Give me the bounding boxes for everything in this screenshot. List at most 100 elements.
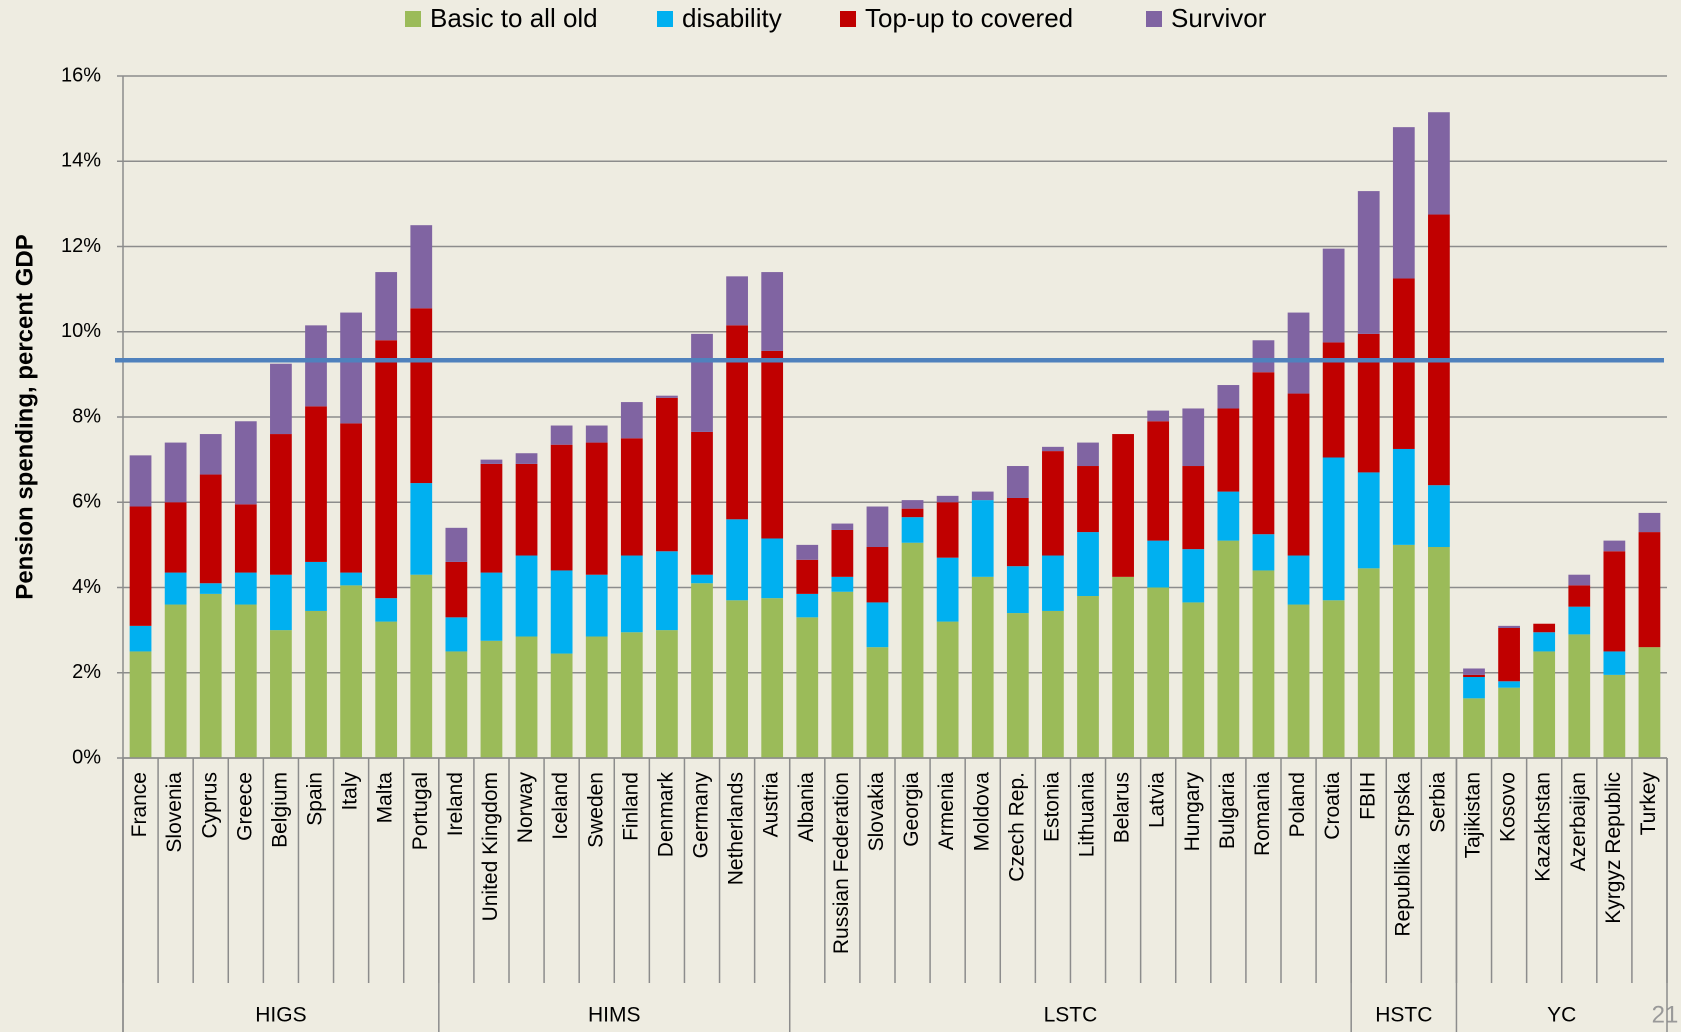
- group-label: LSTC: [1044, 1004, 1098, 1027]
- bar-segment: [1603, 540, 1626, 552]
- bar-segment: [375, 621, 398, 758]
- bar-segment: [199, 434, 222, 475]
- bar-segment: [1042, 446, 1064, 452]
- x-tick-label: Albania: [795, 772, 818, 842]
- bar-segment: [1428, 214, 1450, 486]
- bar-segment: [410, 225, 433, 309]
- bar-segment: [305, 561, 327, 611]
- bar-segment: [971, 576, 994, 758]
- bar-segment: [936, 557, 959, 622]
- bar-segment: [691, 574, 713, 584]
- bar-segment: [936, 502, 959, 558]
- bar-segment: [1182, 602, 1205, 758]
- bar-segment: [691, 583, 713, 758]
- x-tick-label: Hungary: [1181, 772, 1204, 852]
- y-axis-title: Pension spending, percent GDP: [11, 234, 38, 599]
- bar-segment: [1042, 610, 1064, 758]
- y-tick-label: 12%: [61, 235, 101, 257]
- bar-segment: [164, 604, 187, 758]
- bar-segment: [270, 434, 292, 575]
- x-tick-label: Latvia: [1146, 772, 1169, 828]
- x-tick-label: Republika Srpska: [1391, 772, 1414, 937]
- bar-segment: [550, 444, 573, 571]
- x-tick-label: France: [128, 772, 151, 837]
- bar-segment: [1568, 585, 1591, 607]
- bar-segment: [1006, 566, 1029, 614]
- group-label: HIMS: [588, 1004, 641, 1027]
- bar-segment: [445, 651, 468, 758]
- bar-segment: [1463, 668, 1485, 675]
- bar-segment: [1217, 408, 1240, 492]
- bar-segment: [1392, 544, 1415, 758]
- bar-segment: [1112, 434, 1134, 577]
- bar-segment: [1217, 491, 1240, 541]
- bar-segment: [1042, 555, 1064, 611]
- bar-segment: [305, 610, 327, 758]
- bar-segment: [1112, 576, 1134, 758]
- bar-segment: [901, 517, 924, 543]
- bar-segment: [1006, 613, 1029, 758]
- bar-segment: [866, 547, 889, 603]
- bar-segment: [1322, 600, 1345, 758]
- bar-segment: [936, 495, 959, 503]
- x-tick-label: Kosovo: [1497, 772, 1520, 842]
- bar-segment: [1042, 451, 1064, 556]
- legend-label: Top-up to covered: [865, 3, 1073, 33]
- y-tick-label: 16%: [61, 64, 101, 86]
- bar-segment: [691, 431, 713, 575]
- x-tick-label: Georgia: [900, 772, 923, 847]
- bar-segment: [410, 483, 433, 575]
- bar-segment: [1357, 333, 1380, 473]
- bar-segment: [796, 617, 819, 758]
- bar-segment: [234, 604, 257, 758]
- x-tick-label: Kyrgyz Republic: [1602, 772, 1625, 924]
- bar-segment: [901, 542, 924, 758]
- bar-segment: [1077, 442, 1099, 467]
- bar-segment: [1357, 472, 1380, 569]
- bar-segment: [901, 508, 924, 518]
- bar-segment: [129, 651, 152, 758]
- y-tick-label: 0%: [72, 746, 101, 768]
- bar-segment: [726, 276, 748, 326]
- bar-segment: [410, 574, 433, 758]
- bar-segment: [1603, 551, 1626, 652]
- bar-segment: [1006, 497, 1029, 567]
- x-tick-label: Czech Rep.: [1005, 772, 1028, 882]
- bar-segment: [129, 506, 152, 626]
- x-tick-label: Cyprus: [198, 772, 221, 839]
- x-tick-label: Moldova: [970, 772, 993, 852]
- bar-segment: [270, 630, 292, 758]
- bar-segment: [1428, 112, 1450, 215]
- x-tick-label: Belarus: [1111, 772, 1134, 843]
- x-tick-label: Slovakia: [865, 772, 888, 852]
- x-tick-label: Germany: [690, 772, 713, 859]
- bar-segment: [1287, 604, 1310, 758]
- x-tick-label: Netherlands: [725, 772, 748, 885]
- x-tick-label: Austria: [760, 772, 783, 838]
- bar-segment: [1498, 625, 1520, 628]
- x-tick-label: Kazakhstan: [1532, 772, 1555, 882]
- bar-segment: [620, 632, 643, 758]
- bar-segment: [340, 423, 362, 573]
- bar-segment: [305, 325, 327, 407]
- bar-segment: [234, 421, 257, 505]
- bar-segment: [1533, 632, 1556, 652]
- bar-segment: [480, 640, 503, 758]
- bar-segment: [831, 591, 854, 758]
- x-tick-label: United Kingdom: [479, 772, 502, 921]
- bar-segment: [1392, 278, 1415, 449]
- bar-segment: [1498, 687, 1520, 758]
- bar-segment: [1463, 674, 1485, 678]
- bar-segment: [1568, 606, 1591, 635]
- bar-segment: [305, 406, 327, 562]
- bar-segment: [1322, 248, 1345, 343]
- y-tick-label: 2%: [72, 661, 101, 683]
- bar-segment: [1147, 410, 1170, 422]
- bar-segment: [1428, 485, 1450, 548]
- bar-segment: [656, 397, 678, 552]
- bar-segment: [1322, 342, 1345, 458]
- x-tick-label: Denmark: [654, 772, 677, 858]
- y-tick-label: 14%: [61, 150, 101, 172]
- x-tick-label: Russian Federation: [830, 772, 853, 954]
- x-tick-label: Croatia: [1321, 772, 1344, 840]
